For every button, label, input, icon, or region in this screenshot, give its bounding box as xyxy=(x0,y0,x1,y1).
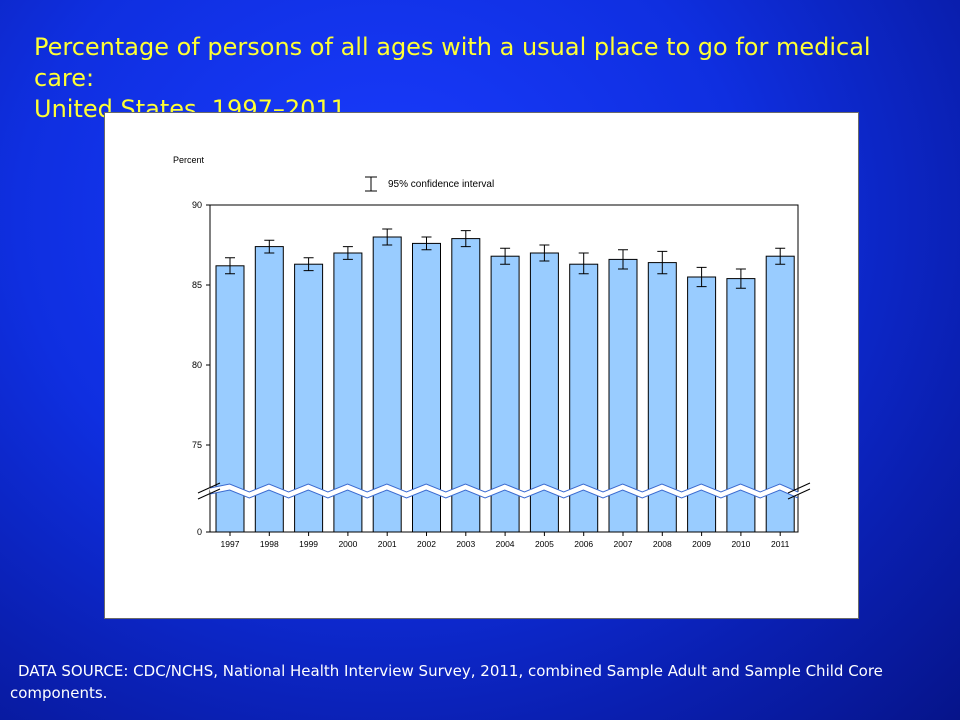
x-tick-label-2003: 2003 xyxy=(456,539,475,549)
error-bar-2005 xyxy=(539,244,550,262)
x-tick-label-2009: 2009 xyxy=(692,539,711,549)
y-tick-label: 0 xyxy=(197,527,202,537)
x-tick-label-2002: 2002 xyxy=(417,539,436,549)
bar-chart: Percent 95% confidence interval 0 75 80 85 9… xyxy=(173,155,811,549)
legend: 95% confidence interval xyxy=(365,176,494,192)
x-tick-label-1999: 1999 xyxy=(299,539,318,549)
x-tick-label-2006: 2006 xyxy=(574,539,593,549)
legend-ci-symbol xyxy=(365,176,377,192)
legend-label: 95% confidence interval xyxy=(388,179,494,190)
error-bar-2009 xyxy=(696,266,707,288)
chart-title-line1: Percentage of persons of all ages with a… xyxy=(34,33,871,92)
x-tick-label-2007: 2007 xyxy=(614,539,633,549)
error-bar-2006 xyxy=(578,252,589,275)
y-axis-label: Percent xyxy=(173,155,205,165)
error-bar-2011 xyxy=(775,247,786,265)
data-source-note: DATA SOURCE: CDC/NCHS, National Health I… xyxy=(10,662,883,702)
x-tick-label-2001: 2001 xyxy=(378,539,397,549)
chart-panel: Percent 95% confidence interval 0 75 80 85 9… xyxy=(104,112,859,619)
error-bar-1999 xyxy=(303,257,314,272)
y-axis-break-mark-left xyxy=(197,482,221,500)
y-tick-label: 75 xyxy=(192,440,202,450)
error-bar-1998 xyxy=(264,239,275,254)
x-tick-label-2005: 2005 xyxy=(535,539,554,549)
y-axis-break-mark-right xyxy=(787,482,811,500)
x-tick-label-2010: 2010 xyxy=(731,539,750,549)
error-bar-2001 xyxy=(382,228,393,246)
error-bar-2002 xyxy=(421,236,432,251)
error-bar-2010 xyxy=(735,268,746,289)
x-tick-label-2000: 2000 xyxy=(338,539,357,549)
x-tick-label-1998: 1998 xyxy=(260,539,279,549)
y-tick-label: 85 xyxy=(192,280,202,290)
x-tick-label-2004: 2004 xyxy=(496,539,515,549)
error-bar-2000 xyxy=(342,246,353,260)
axis-break-line-upper xyxy=(209,483,799,493)
error-bar-2004 xyxy=(500,247,511,265)
x-tick-label-2011: 2011 xyxy=(771,539,790,549)
error-bar-2003 xyxy=(460,230,471,248)
error-bar-1997 xyxy=(225,257,235,275)
chart-title-block: Percentage of persons of all ages with a… xyxy=(34,32,934,125)
axis-break-line-lower xyxy=(209,489,799,499)
x-tick-label-2008: 2008 xyxy=(653,539,672,549)
y-tick-label: 80 xyxy=(192,360,202,370)
error-bar-2007 xyxy=(618,249,628,270)
axis-break-gap xyxy=(209,483,800,499)
x-tick-label-1997: 1997 xyxy=(221,539,240,549)
error-bar-2008 xyxy=(657,250,668,275)
y-tick-label: 90 xyxy=(192,200,202,210)
